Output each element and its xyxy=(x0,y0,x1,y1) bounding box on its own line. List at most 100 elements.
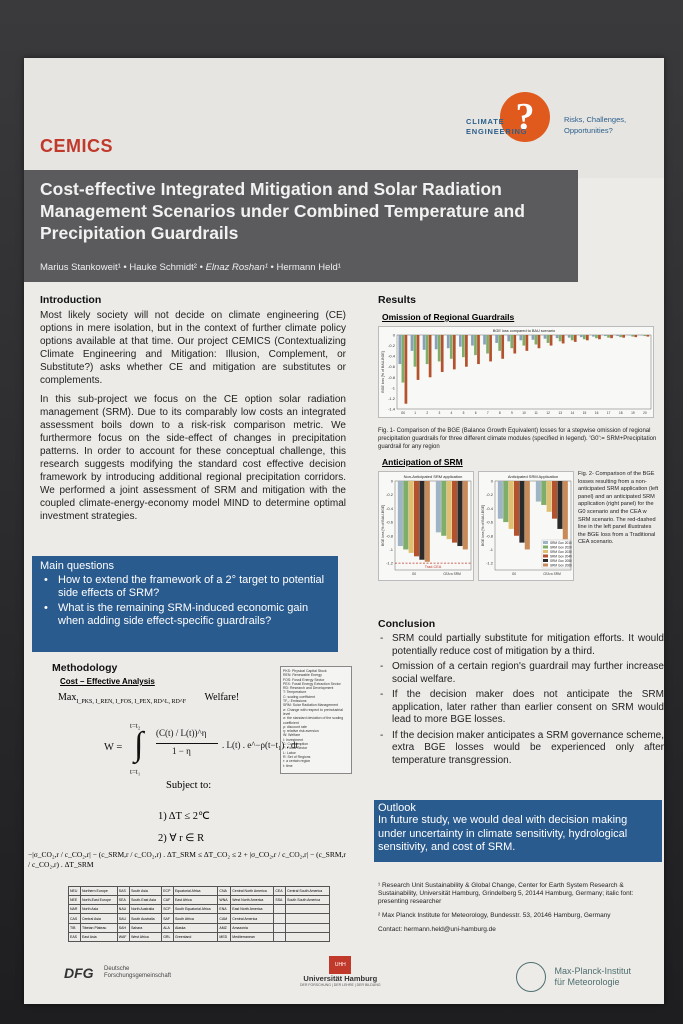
conclusion-section: Conclusion SRM could partially substitut… xyxy=(378,618,664,770)
intro-paragraph-2: In this sub-project we focus on the CE o… xyxy=(40,394,346,522)
bar xyxy=(598,335,601,340)
legend-entry: F: Fossil Sector xyxy=(283,746,308,751)
bar xyxy=(555,335,559,339)
bar xyxy=(486,335,489,354)
x-tick-label: 8 xyxy=(499,411,501,415)
bar xyxy=(441,481,447,536)
legend-entry: RD: Research and Development xyxy=(283,686,334,691)
region-cell: South-East Asia xyxy=(129,895,163,906)
mpi-name-1: Max-Planck-Institut xyxy=(554,966,631,976)
plot-frame xyxy=(494,480,572,571)
x-tick-label: 15 xyxy=(583,411,587,415)
bar xyxy=(604,335,607,337)
bar xyxy=(549,335,553,346)
y-tick-label: -0.4 xyxy=(486,506,494,511)
ce-tagline-2: Opportunities? xyxy=(564,126,613,135)
region-cell xyxy=(285,931,330,943)
legend-entry: σ: Change with respect to preindustrial … xyxy=(283,707,343,716)
bar xyxy=(471,335,474,346)
region-cell: SAH xyxy=(116,922,131,933)
poster: CEMICS ? CLIMATE ENGINEERING Risks, Chal… xyxy=(24,58,664,1004)
region-cell: SAS xyxy=(116,885,131,897)
bar xyxy=(619,335,622,338)
bar xyxy=(477,335,480,365)
x-tick-label: 17 xyxy=(607,411,611,415)
bar xyxy=(570,335,574,341)
y-tick-label: -1.2 xyxy=(486,561,494,566)
bar xyxy=(452,335,456,370)
x-tick-label: CEA w SRM xyxy=(443,572,461,576)
legend-swatch xyxy=(543,563,548,567)
y-tick-label: -1.2 xyxy=(386,561,394,566)
bar xyxy=(403,481,409,550)
dfg-logo: DFG Deutsche Forschungsgemeinschaft xyxy=(64,964,171,982)
region-cell: West North America xyxy=(230,895,275,906)
region-cell: NAR xyxy=(68,904,81,915)
region-cell: Tibetan Plateau xyxy=(79,922,118,933)
right-column: Results Omission of Regional Guardrails … xyxy=(378,294,664,583)
chart-non-anticipated-srm: Non-Anticipated SRM application BGE loss … xyxy=(378,471,474,581)
bar xyxy=(462,335,465,358)
bar xyxy=(462,481,468,550)
intro-paragraph-1: Most likely society will not decide on c… xyxy=(40,310,346,386)
plot-frame xyxy=(394,480,472,571)
region-cell: Mediterranean xyxy=(230,931,275,943)
bar xyxy=(557,481,563,529)
region-cell: NEU xyxy=(68,885,81,897)
region-cell: CNA xyxy=(217,885,232,897)
region-cell: South Africa xyxy=(172,913,219,924)
region-cell: East North America xyxy=(230,904,275,915)
legend-box xyxy=(541,539,571,569)
region-cell: GRL xyxy=(161,931,174,943)
region-cell: SAU xyxy=(116,913,131,924)
region-cell: SEA xyxy=(116,895,131,906)
region-cell: East Asia xyxy=(79,931,118,943)
legend-entry: σ: the standard deviation of the scaling… xyxy=(283,716,344,725)
integral-icon: ∫ xyxy=(134,726,144,763)
legend-label: SRM Gov 2040 xyxy=(550,555,572,559)
bar xyxy=(607,335,610,338)
region-cell: AMZ xyxy=(217,922,232,933)
bar xyxy=(458,335,462,347)
legend-entry: η: relative risk aversion xyxy=(283,729,319,734)
region-cell: CEA xyxy=(273,885,287,897)
footnotes: ¹ Research Unit Sustainability & Global … xyxy=(378,882,658,940)
legend-entry: R: Set of Regions xyxy=(283,754,311,759)
mpi-name: Max-Planck-Institut für Meteorologie xyxy=(554,966,631,988)
bar xyxy=(562,481,568,540)
bar xyxy=(535,481,541,502)
bar xyxy=(561,335,565,344)
constraint-1: 1) ΔT ≤ 2℃ xyxy=(158,811,210,822)
bar xyxy=(440,335,444,372)
region-cell: SSA xyxy=(273,895,287,906)
bar xyxy=(585,335,589,341)
mpi-logo: Max-Planck-Institut für Meteorologie xyxy=(516,962,631,992)
bar xyxy=(498,335,502,351)
region-cell: Central South America xyxy=(285,885,330,897)
region-row: EAS East Asia WAF West Africa GRL Greenland ME… xyxy=(68,931,330,943)
region-cell: CAM xyxy=(217,913,232,924)
chart-title: BGE loss compared to BAU scenario xyxy=(493,329,555,333)
author-1: Marius Stankoweit¹ xyxy=(40,262,121,273)
region-cell xyxy=(273,904,287,915)
bar xyxy=(552,481,558,519)
region-cell: Central Asia xyxy=(79,913,118,924)
bar xyxy=(592,335,595,337)
x-tick-label: 20 xyxy=(643,411,647,415)
region-cell: TIB xyxy=(68,922,81,933)
bar xyxy=(616,335,619,337)
bar xyxy=(582,335,586,340)
bar xyxy=(579,335,583,338)
region-cell xyxy=(273,922,287,933)
fig2-area: Non-Anticipated SRM application BGE loss … xyxy=(378,471,664,583)
bar xyxy=(503,481,509,523)
bar xyxy=(410,335,414,351)
outlook-text: In future study, we would deal with deci… xyxy=(378,814,628,853)
dfg-sub-2: Forschungsgemeinschaft xyxy=(104,972,172,979)
uhh-logo: UHH Universität Hamburg DER FORSCHUNG | … xyxy=(300,956,381,987)
bar xyxy=(646,335,650,337)
dfg-wordmark: DFG xyxy=(64,964,94,981)
region-row: NAR North Asia NAU North Australia SCP South … xyxy=(68,904,330,915)
constraint-3-inequality: −|σ_CO₂,r / c_CO₂,r| − (c_SRM,r / c_CO₂,… xyxy=(28,850,346,869)
region-cell: NAU xyxy=(116,904,131,915)
